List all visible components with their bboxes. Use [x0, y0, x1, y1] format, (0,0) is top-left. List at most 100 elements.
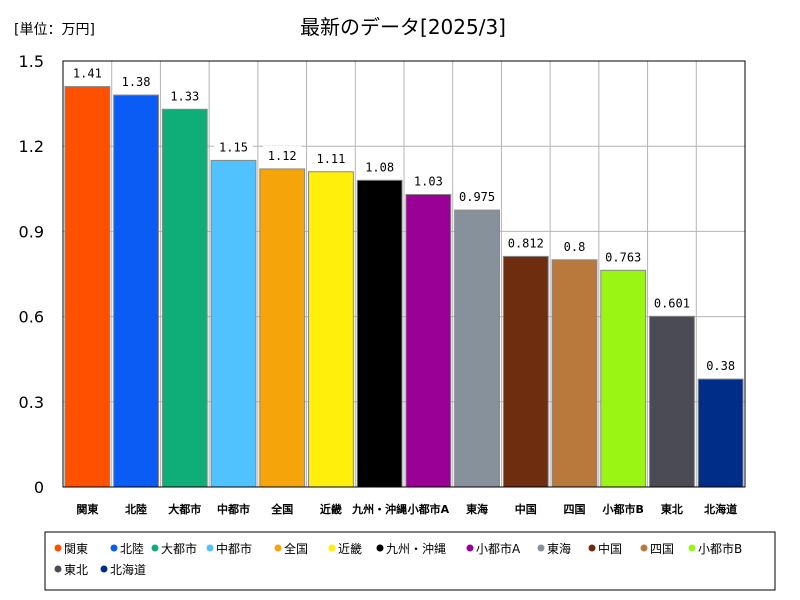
legend-item: 小都市B — [698, 541, 742, 556]
x-tick-label: 九州・沖縄 — [351, 502, 407, 516]
data-label: 1.03 — [414, 174, 443, 188]
data-label: 0.38 — [706, 359, 735, 373]
legend-marker — [100, 565, 108, 573]
legend-marker — [588, 544, 596, 552]
x-tick-label: 関東 — [76, 502, 99, 516]
x-tick-label: 東海 — [466, 502, 488, 516]
legend-item: 東海 — [547, 541, 571, 556]
legend-marker — [206, 544, 214, 552]
bar — [649, 315, 695, 488]
legend-item: 北陸 — [120, 542, 144, 556]
legend-marker — [54, 565, 62, 573]
bar — [600, 269, 647, 488]
bar — [405, 193, 452, 488]
bar — [454, 209, 500, 488]
x-tick-label: 北海道 — [704, 502, 737, 516]
x-tick-label: 大都市 — [168, 502, 201, 516]
x-tick-label: 北陸 — [125, 502, 147, 516]
legend-marker — [640, 544, 648, 552]
data-label: 0.601 — [654, 296, 690, 310]
y-axis-ticks: 0 0.3 0.6 0.9 1.2 1.5 — [19, 52, 44, 497]
x-tick-label: 中都市 — [217, 502, 250, 516]
data-label-bg — [454, 187, 501, 206]
x-tick-label: 四国 — [564, 503, 586, 516]
x-tick-label: 全国 — [270, 502, 293, 516]
legend-marker — [466, 544, 474, 552]
legend-item: 四国 — [650, 542, 674, 556]
data-label: 1.41 — [73, 67, 102, 81]
legend-marker — [110, 544, 118, 552]
legend-marker — [54, 544, 62, 552]
data-label: 1.12 — [268, 149, 297, 163]
legend-marker — [537, 544, 545, 552]
legend: 関東 北陸 大都市 中都市 全国 近畿 九州・沖縄 小都市A 東海 中国 四国 小都市B 東北 北海道 — [54, 541, 742, 577]
bar — [356, 179, 403, 488]
data-label: 1.11 — [316, 152, 345, 166]
legend-item: 中都市 — [216, 541, 252, 556]
data-label-bg — [360, 157, 399, 176]
legend-item: 北海道 — [110, 562, 146, 577]
legend-marker — [328, 544, 336, 552]
y-tick-label: 0 — [34, 478, 44, 497]
bar — [161, 108, 208, 488]
data-label-bg — [214, 137, 253, 156]
x-tick-label: 中国 — [515, 502, 537, 516]
data-label-bg — [116, 72, 156, 91]
legend-item: 東北 — [64, 563, 88, 577]
data-labels: 1.41 1.38 1.33 1.15 1.12 1.11 1.08 1.03 0.975 0.8… — [68, 63, 740, 375]
data-label-bg — [263, 145, 302, 164]
y-tick-label: 1.5 — [19, 52, 44, 71]
data-label: 1.38 — [122, 75, 151, 89]
data-label: 1.08 — [365, 160, 394, 174]
data-label-bg — [648, 293, 695, 312]
x-tick-label: 小都市A — [407, 502, 450, 516]
bar — [308, 171, 354, 488]
bars — [64, 86, 744, 488]
bar — [64, 86, 111, 488]
bar — [210, 159, 257, 488]
legend-item: 全国 — [284, 541, 308, 556]
x-axis-ticks: 関東 北陸 大都市 中都市 全国 近畿 九州・沖縄 小都市A 東海 中国 四国 小都市B 東北 北海道 — [76, 502, 737, 516]
data-label-bg — [311, 148, 351, 167]
data-label-bg — [409, 171, 448, 190]
data-label-bg — [600, 247, 647, 266]
legend-item: 中国 — [598, 541, 622, 556]
data-label: 1.33 — [170, 89, 199, 103]
bar — [502, 255, 549, 488]
legend-item: 大都市 — [161, 541, 197, 556]
chart-title: 最新のデータ[2025/3] — [300, 15, 506, 39]
data-label: 0.763 — [605, 250, 641, 264]
data-label-bg — [68, 63, 107, 82]
data-label: 0.8 — [564, 240, 586, 254]
y-tick-label: 0.6 — [19, 308, 44, 327]
data-label: 1.15 — [219, 140, 248, 154]
legend-item: 九州・沖縄 — [386, 541, 446, 556]
legend-item: 関東 — [64, 542, 88, 556]
x-tick-label: 東北 — [661, 502, 683, 516]
legend-marker — [376, 544, 384, 552]
x-tick-label: 小都市B — [602, 502, 644, 516]
x-tick-label: 近畿 — [320, 502, 342, 516]
data-label: 0.975 — [459, 190, 495, 204]
gridlines — [63, 61, 745, 487]
legend-marker — [688, 544, 696, 552]
y-tick-label: 0.3 — [19, 393, 44, 412]
legend-item: 近畿 — [338, 542, 362, 556]
legend-marker — [274, 544, 282, 552]
plot-frame — [62, 60, 746, 488]
data-label-bg — [502, 233, 549, 252]
legend-marker — [151, 544, 159, 552]
legend-item: 小都市A — [476, 541, 521, 556]
y-tick-label: 0.9 — [19, 222, 44, 241]
legend-box — [44, 531, 776, 591]
bar — [551, 259, 598, 488]
data-label-bg — [701, 356, 740, 375]
unit-label: [単位：万円] — [14, 22, 95, 38]
data-label-bg — [559, 236, 590, 255]
data-label-bg — [165, 86, 204, 105]
data-label: 0.812 — [508, 236, 544, 250]
bar — [113, 94, 159, 488]
y-tick-label: 1.2 — [19, 137, 44, 156]
